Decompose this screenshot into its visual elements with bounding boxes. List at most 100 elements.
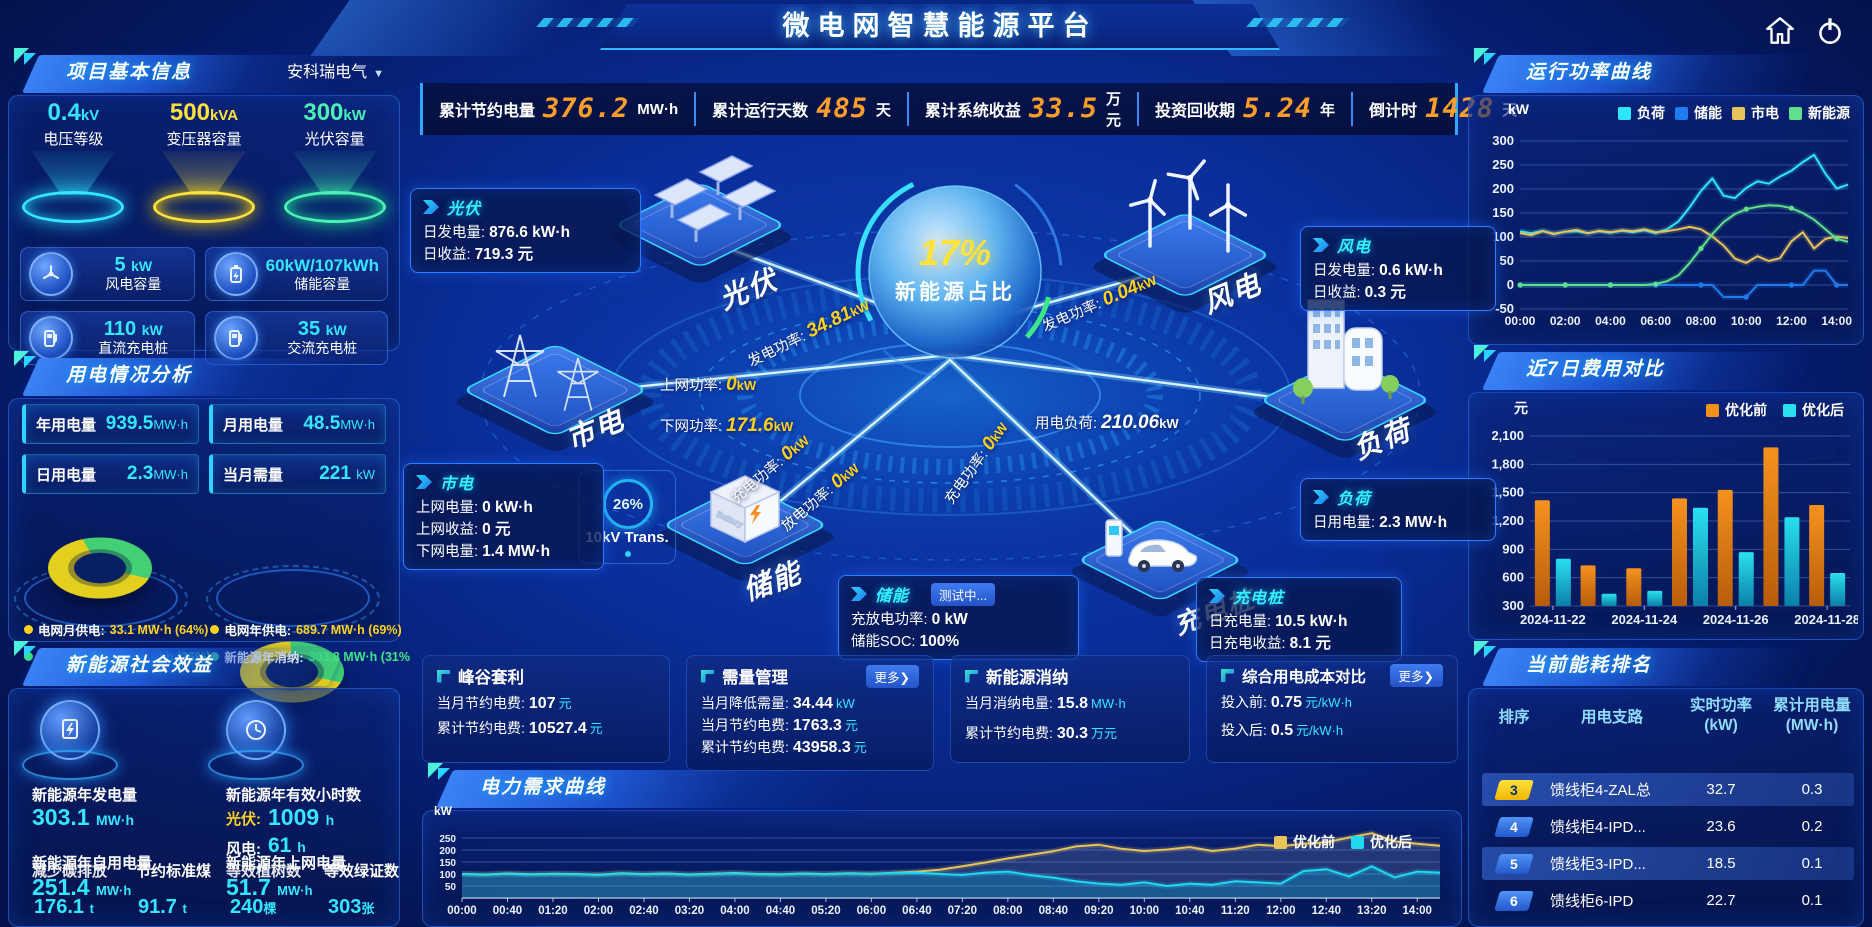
card-renewable-consumption: 新能源消纳 当月消纳电量: 15.8 MW·h 累计节约电费: 30.3 万元 <box>950 655 1190 763</box>
transformer-label: 10kV Trans. <box>585 529 669 546</box>
box-title: 负荷 <box>1337 491 1372 508</box>
ranking-row[interactable]: 3 馈线柜4-ZAL总 32.7 0.3 <box>1482 773 1854 806</box>
kpi-value: 376.2 <box>543 93 630 124</box>
panel-energy-ranking: 当前能耗排名 排序 用电支路 实时功率 (kW) 累计用电量 (MW·h) 3 馈线… <box>1468 648 1864 927</box>
title-banner: 微电网智慧能源平台 <box>600 4 1280 50</box>
trees-label: 等效植树数 <box>226 863 302 880</box>
self-use-label: 新能源年自用电量 <box>32 855 153 872</box>
legend-swatch <box>1706 403 1719 417</box>
kpi-unit: MW·h <box>637 100 679 118</box>
power-curve-chart: -50 0 50 100 150 200 250 300 00:00 02:00 04:00 06:0… <box>1492 133 1852 328</box>
card-cost-compare: 综合用电成本对比 更多❯ 投入前: 0.75 元/kW·h 投入后: 0.5 元/kW·… <box>1206 655 1458 763</box>
panel-social-benefit: 新能源社会效益 新能源年发电量 303.1 MW·h 新能源年有效小时数 光伏:… <box>8 648 400 927</box>
flow-label: 下网功率: <box>660 419 723 435</box>
coal-label: 节约标准煤 <box>136 863 212 880</box>
svg-text:01:20: 01:20 <box>538 905 567 917</box>
charger-info-box: 充电桩 日充电量: 10.5 kW·h 日充电收益: 8.1 元 <box>1196 577 1402 662</box>
kpi-value: 33.5 <box>1028 93 1098 124</box>
panel-cost-compare: 近7日费用对比 元 优化前 优化后 300 600 900 1,200 1,500 1,8… <box>1468 352 1864 640</box>
ranking-row[interactable]: 6 馈线柜6-IPD 22.7 0.1 <box>1482 884 1854 917</box>
ranking-row[interactable]: 4 馈线柜4-IPD... 23.6 0.2 <box>1482 810 1854 843</box>
kpi-value: 485 <box>816 93 868 124</box>
wind-turbines-icon <box>1128 159 1248 253</box>
stat-transformer-capacity: 500kVA 变压器容量 <box>145 99 263 241</box>
panel-power-curve: 运行功率曲线 kW 负荷 储能 市电 新能源 -50 0 50 100 150 200 25… <box>1468 55 1864 345</box>
flow-value: 210.06 <box>1101 412 1160 433</box>
box-title: 充电桩 <box>1233 590 1285 607</box>
gen-label: 新能源年发电量 <box>32 787 138 804</box>
kpi-bar: 累计节约电量 376.2 MW·h 累计运行天数 485 天 累计系统收益 33… <box>420 83 1517 135</box>
card-demand-mgmt: 需量管理 更多❯ 当月降低需量: 34.44 kW 当月节约电费: 1763.3 元 累… <box>686 655 934 771</box>
stat-month-usage: 月用电量 48.5MW·h <box>209 404 386 444</box>
svg-text:12:00: 12:00 <box>1266 905 1295 917</box>
svg-text:00:00: 00:00 <box>447 905 476 917</box>
pv-hours-label: 光伏: <box>226 811 261 828</box>
svg-text:1,200: 1,200 <box>1491 513 1524 528</box>
svg-text:02:40: 02:40 <box>629 905 658 917</box>
renewable-share-value: 17% <box>918 232 992 273</box>
svg-text:12:00: 12:00 <box>1776 314 1807 328</box>
flow-value: 171.6 <box>726 415 774 436</box>
power-y-unit: kW <box>1508 101 1529 117</box>
legend-grid-year: 电网年供电: 689.7 MW·h (69%) <box>210 620 410 639</box>
svg-text:07:20: 07:20 <box>948 905 977 917</box>
home-icon <box>1766 17 1794 44</box>
svg-text:250: 250 <box>439 834 456 845</box>
svg-text:900: 900 <box>1502 541 1524 556</box>
grid-towers-icon <box>495 334 599 411</box>
svg-text:14:00: 14:00 <box>1403 905 1432 917</box>
co2-value: 176.1 t <box>34 896 94 918</box>
box-title: 储能 <box>875 588 910 605</box>
svg-text:04:00: 04:00 <box>1595 314 1626 328</box>
company-dropdown[interactable]: 安科瑞电气 ▼ <box>287 64 384 81</box>
ranking-row[interactable]: 5 馈线柜3-IPD... 18.5 0.1 <box>1482 847 1854 880</box>
stat-day-usage: 日用电量 2.3MW·h <box>22 454 199 494</box>
solar-panels-icon <box>653 155 777 242</box>
svg-text:2024-11-28: 2024-11-28 <box>1794 612 1858 627</box>
cost-y-unit: 元 <box>1514 400 1528 416</box>
kpi-saved-energy: 累计节约电量 376.2 MW·h <box>423 92 694 126</box>
ranking-header: 排序 用电支路 实时功率 (kW) 累计用电量 (MW·h) <box>1498 697 1851 734</box>
renewable-share: 17% 新能源占比 <box>855 232 1055 306</box>
ev-charger-icon <box>1105 519 1198 572</box>
pedestal-ring <box>22 191 125 223</box>
svg-text:150: 150 <box>1492 205 1514 220</box>
panel-title: 项目基本信息 <box>66 62 193 83</box>
panel-demand-curve: 电力需求曲线 kW 优化前 优化后 50 100 150 200 250 00:00 00:… <box>422 770 1462 927</box>
panel-title: 近7日费用对比 <box>1526 359 1665 380</box>
svg-text:250: 250 <box>1492 157 1514 172</box>
testing-badge[interactable]: 测试中... <box>931 582 995 606</box>
svg-text:03:20: 03:20 <box>675 905 704 917</box>
legend-swatch <box>1274 835 1287 849</box>
legend-grid-month: 电网月供电: 33.1 MW·h (64%) <box>24 620 210 639</box>
demand-legend: 优化前 优化后 <box>1274 832 1412 852</box>
pedestal-ring <box>283 191 386 223</box>
card-icon <box>701 669 714 683</box>
legend-swatch <box>1675 106 1688 120</box>
panel-title: 当前能耗排名 <box>1526 655 1653 676</box>
home-button[interactable] <box>1762 14 1798 48</box>
power-button[interactable] <box>1812 14 1848 48</box>
panel-title: 运行功率曲线 <box>1526 62 1653 83</box>
more-button[interactable]: 更多❯ <box>865 664 919 688</box>
flow-value: 0 <box>726 374 737 395</box>
storage-battery-icon: Battery <box>709 475 781 544</box>
card-icon <box>965 669 978 683</box>
svg-text:-50: -50 <box>1495 301 1514 316</box>
svg-text:100: 100 <box>1492 229 1514 244</box>
svg-text:300: 300 <box>1502 598 1524 613</box>
chevron-right-icon <box>423 200 439 214</box>
flow-load-power: 用电负荷: 210.06kW <box>1035 412 1179 433</box>
more-button[interactable]: 更多❯ <box>1389 664 1443 687</box>
wind-icon <box>29 252 73 296</box>
svg-text:06:00: 06:00 <box>1640 314 1671 328</box>
kpi-unit: 天 <box>875 101 891 119</box>
kpi-unit: 万元 <box>1105 91 1121 129</box>
pv-info-box: 光伏 日发电量: 876.6 kW·h 日收益: 719.3 元 <box>410 188 641 273</box>
svg-text:10:40: 10:40 <box>1175 905 1204 917</box>
power-icon <box>1819 18 1841 44</box>
legend-swatch <box>1618 106 1631 120</box>
